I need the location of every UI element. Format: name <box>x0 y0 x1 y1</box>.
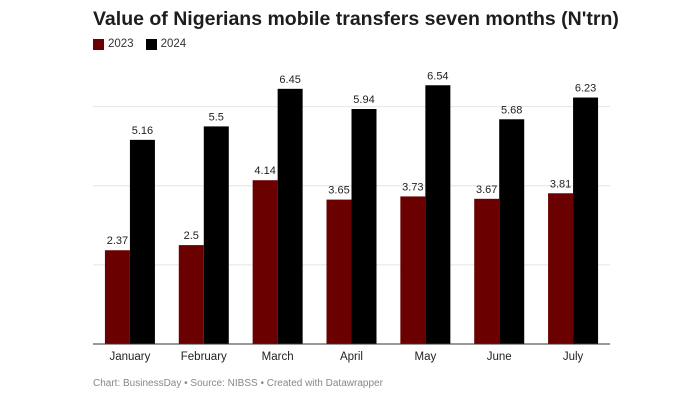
data-label: 2.37 <box>107 235 128 247</box>
legend-label-2023: 2023 <box>108 38 134 50</box>
legend-swatch-2024 <box>145 38 157 50</box>
bar-2023-july <box>548 193 574 344</box>
data-label: 6.45 <box>279 74 300 86</box>
data-label: 5.5 <box>209 111 224 123</box>
x-tick-label: May <box>414 351 436 363</box>
x-tick-label: July <box>563 351 584 363</box>
bar-2023-april <box>326 199 352 344</box>
data-label: 3.65 <box>328 185 349 197</box>
bar-2023-february <box>178 245 204 344</box>
bar-2024-march <box>277 88 303 345</box>
legend: 2023 2024 <box>93 38 186 50</box>
bar-2024-april <box>351 108 377 344</box>
bar-2023-may <box>400 196 426 344</box>
bar-2023-june <box>474 198 500 344</box>
bar-2024-january <box>129 139 155 344</box>
legend-swatch-2023 <box>93 38 104 50</box>
data-label: 5.68 <box>501 104 522 116</box>
data-label: 6.23 <box>575 83 596 95</box>
data-label: 3.73 <box>402 181 423 193</box>
chart-footer: Chart: BusinessDay • Source: NIBSS • Cre… <box>93 378 383 389</box>
legend-item-2023: 2023 <box>93 38 134 50</box>
data-label: 6.54 <box>427 70 448 82</box>
data-label: 5.94 <box>353 94 374 106</box>
legend-label-2024: 2024 <box>160 38 187 50</box>
data-label: 2.5 <box>184 230 199 242</box>
x-tick-label: January <box>109 351 150 363</box>
data-label: 3.67 <box>476 184 497 196</box>
bar-2024-july <box>573 97 599 344</box>
data-label: 3.81 <box>550 178 571 190</box>
x-tick-label: June <box>487 351 512 363</box>
x-tick-label: March <box>262 351 294 363</box>
data-label: 4.14 <box>254 165 275 177</box>
x-tick-label: April <box>340 351 363 363</box>
legend-item-2024: 2024 <box>145 38 187 50</box>
bar-2024-may <box>425 85 451 344</box>
bar-2024-june <box>499 119 525 344</box>
x-tick-label: February <box>181 351 227 363</box>
chart-title: Value of Nigerians mobile transfers seve… <box>93 8 619 30</box>
data-label: 5.16 <box>132 125 153 137</box>
bar-2023-march <box>252 180 278 344</box>
bar-2024-february <box>203 126 229 344</box>
bar-2023-january <box>104 250 130 344</box>
